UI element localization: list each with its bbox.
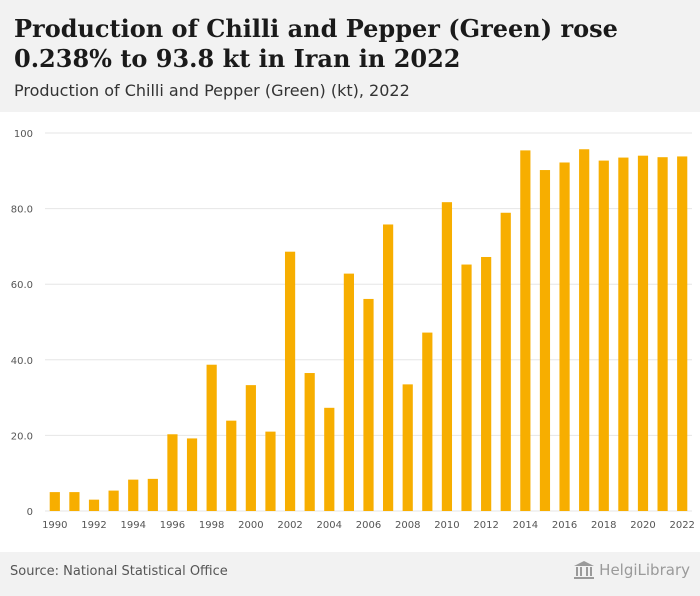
x-tick-label: 1998	[199, 520, 224, 531]
bar-2002[interactable]	[284, 251, 296, 511]
x-tick-label: 2020	[630, 520, 655, 531]
bar-2003[interactable]	[304, 373, 315, 511]
bar-2001[interactable]	[265, 431, 276, 511]
bar-2016[interactable]	[559, 162, 570, 511]
x-tick-label: 2006	[356, 520, 381, 531]
logo-text: HelgiLibrary	[599, 561, 690, 579]
x-tick-label: 2002	[277, 520, 302, 531]
bar-2018[interactable]	[598, 160, 609, 511]
y-tick-label: 0	[27, 507, 33, 518]
x-tick-label: 2016	[552, 520, 577, 531]
x-tick-label: 2012	[473, 520, 498, 531]
bar-2009[interactable]	[422, 332, 433, 511]
bar-2008[interactable]	[402, 384, 413, 511]
x-tick-label: 2018	[591, 520, 616, 531]
bar-2013[interactable]	[500, 212, 511, 511]
x-tick-label: 1996	[160, 520, 185, 531]
x-tick-label: 2014	[513, 520, 538, 531]
chart-area: 0 20.0 40.0 60.0 80.0 100 1990 1992 1994 1996 1998…	[0, 112, 700, 552]
y-tick-label: 100	[14, 129, 33, 140]
bar-2020[interactable]	[637, 155, 649, 511]
bar-2011[interactable]	[461, 264, 472, 511]
bar-1999[interactable]	[226, 420, 237, 511]
library-building-icon	[574, 561, 595, 579]
x-tick-label: 2000	[238, 520, 263, 531]
bar-2017[interactable]	[579, 149, 590, 511]
x-tick-label: 1990	[42, 520, 67, 531]
bar-1995[interactable]	[147, 478, 158, 511]
bar-2005[interactable]	[343, 273, 354, 511]
bar-2006[interactable]	[363, 298, 374, 511]
bar-2004[interactable]	[324, 407, 335, 511]
y-tick-label: 60.0	[11, 280, 33, 291]
bar-2012[interactable]	[481, 256, 492, 511]
x-tick-label: 1994	[121, 520, 146, 531]
bar-1990[interactable]	[49, 492, 60, 511]
y-tick-label: 40.0	[11, 356, 33, 367]
bar-2014[interactable]	[520, 150, 531, 511]
bar-1991[interactable]	[69, 492, 80, 511]
source-note: Source: National Statistical Office	[10, 564, 228, 579]
bar-2000[interactable]	[245, 385, 256, 511]
bar-2022[interactable]	[677, 156, 688, 511]
bar-1993[interactable]	[108, 490, 119, 511]
chart-subtitle: Production of Chilli and Pepper (Green) …	[14, 81, 410, 100]
bar-2015[interactable]	[539, 170, 551, 511]
bar-2010[interactable]	[441, 202, 453, 511]
bar-1996[interactable]	[167, 434, 178, 511]
chart-title: Production of Chilli and Pepper (Green) …	[14, 14, 618, 73]
header-panel: Production of Chilli and Pepper (Green) …	[0, 0, 700, 112]
bar-1997[interactable]	[186, 438, 198, 511]
x-tick-label: 2022	[669, 520, 694, 531]
y-tick-label: 80.0	[11, 205, 33, 216]
x-tick-label: 2004	[317, 520, 342, 531]
bar-chart: 0 20.0 40.0 60.0 80.0 100 1990 1992 1994 1996 1998…	[11, 129, 695, 531]
x-tick-label: 2008	[395, 520, 420, 531]
x-tick-label: 2010	[434, 520, 459, 531]
bar-2019[interactable]	[618, 157, 629, 511]
footer: Source: National Statistical Office Helg…	[0, 552, 700, 596]
bar-2021[interactable]	[657, 157, 668, 511]
bar-2007[interactable]	[383, 224, 394, 511]
bar-1994[interactable]	[128, 479, 139, 511]
helgilibrary-logo[interactable]: HelgiLibrary	[573, 560, 690, 580]
y-tick-label: 20.0	[11, 431, 33, 442]
bar-1998[interactable]	[206, 364, 217, 511]
bar-1992[interactable]	[88, 499, 100, 511]
x-tick-label: 1992	[81, 520, 106, 531]
